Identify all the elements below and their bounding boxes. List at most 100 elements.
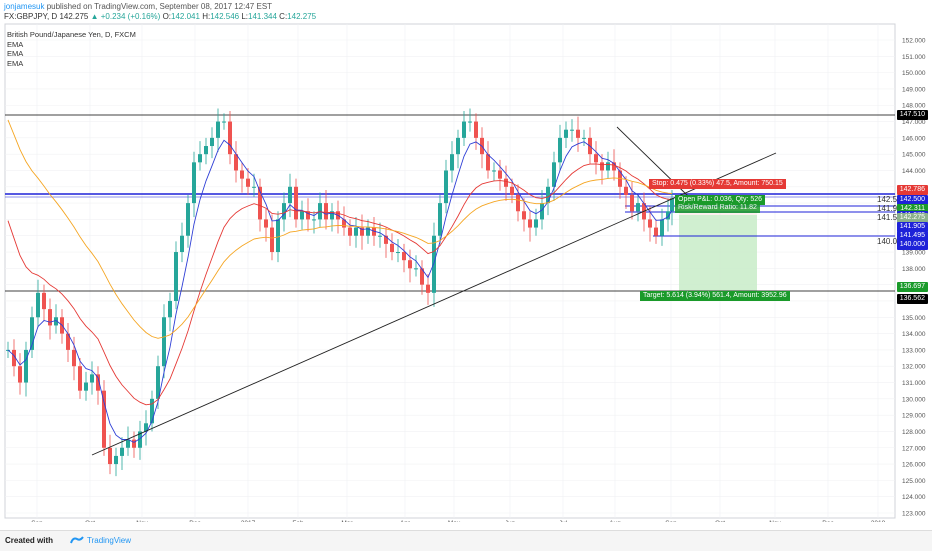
publish-info: published on TradingView.com, September … bbox=[46, 2, 273, 11]
author-link[interactable]: jonjamesuk bbox=[4, 2, 45, 11]
chart-canvas[interactable]: 152.000 151.000 150.000 149.000 148.000 147.0… bbox=[0, 22, 932, 522]
candle-body bbox=[408, 260, 412, 269]
candle-body bbox=[450, 154, 454, 171]
candle-body bbox=[342, 219, 346, 228]
time-tick: Aug bbox=[609, 520, 621, 522]
candle-body bbox=[330, 211, 334, 220]
candle-body bbox=[102, 390, 106, 448]
tradingview-logo-icon[interactable] bbox=[69, 535, 85, 545]
price-tick: 127.000 bbox=[902, 445, 926, 452]
candle-body bbox=[180, 235, 184, 253]
target-label[interactable]: Target: 5.614 (3.94%) 561.4, Amount: 395… bbox=[640, 291, 790, 301]
candle-body bbox=[522, 211, 526, 220]
candle-body bbox=[438, 203, 442, 236]
legend-study-3[interactable]: EMA bbox=[7, 58, 24, 68]
legend-study-1[interactable]: EMA bbox=[7, 39, 24, 49]
chart-legend: British Pound/Japanese Yen, D, FXCM EMA … bbox=[7, 30, 136, 68]
candle-body bbox=[660, 219, 664, 236]
candle-body bbox=[78, 366, 82, 391]
publish-line: jonjamesuk published on TradingView.com,… bbox=[4, 2, 272, 11]
candle-body bbox=[72, 349, 76, 367]
price-change: ▲ +0.234 (+0.16%) bbox=[90, 12, 161, 21]
open-label: O: bbox=[162, 12, 172, 21]
price-tick: 148.000 bbox=[902, 103, 926, 110]
candle-body bbox=[126, 439, 130, 448]
time-tick: 2017 bbox=[241, 520, 256, 522]
price-axis-tag: 142.500 bbox=[896, 195, 928, 205]
candle-body bbox=[138, 431, 142, 448]
ema-fast-line[interactable] bbox=[7, 139, 673, 443]
candle-body bbox=[486, 154, 490, 171]
rising-trendline[interactable] bbox=[91, 152, 777, 456]
price-tick: 147.000 bbox=[902, 119, 926, 126]
candle-body bbox=[636, 203, 640, 212]
candle-body bbox=[186, 203, 190, 236]
pnl-label[interactable]: Open P&L: 0.036, Qty: 526 bbox=[675, 195, 766, 205]
stop-label[interactable]: Stop: 0.475 (0.33%) 47.5, Amount: 750.15 bbox=[649, 179, 786, 189]
level-label-2: 141.92 bbox=[877, 204, 902, 213]
low-value: 141.344 bbox=[248, 12, 277, 21]
candle-body bbox=[270, 227, 274, 253]
candle-body bbox=[306, 211, 310, 220]
candle-body bbox=[210, 137, 214, 147]
time-axis[interactable]: Sep Oct Nov Dec 2017 Feb Mar Apr May Jun Jul Aug Sep… bbox=[31, 520, 885, 522]
time-tick: Nov bbox=[769, 520, 781, 522]
created-with-text: Created with bbox=[5, 536, 54, 545]
ratio-label[interactable]: Risk/Reward Ratio: 11.82 bbox=[675, 203, 760, 213]
price-axis-tag: 136.562 bbox=[896, 294, 928, 304]
footer-bar: Created with TradingView bbox=[0, 530, 932, 551]
candle-body bbox=[504, 178, 508, 187]
price-axis-tag: 136.697 bbox=[896, 282, 928, 292]
candle-body bbox=[222, 121, 226, 123]
open-value: 142.041 bbox=[171, 12, 200, 21]
time-tick: Dec bbox=[822, 520, 834, 522]
candle-body bbox=[144, 423, 148, 432]
price-axis-tag: 142.275 bbox=[896, 213, 928, 223]
legend-study-2[interactable]: EMA bbox=[7, 49, 24, 58]
candle-body bbox=[546, 186, 550, 204]
candle-body bbox=[540, 203, 544, 220]
price-axis-tag: 142.311 bbox=[897, 204, 928, 214]
level-label-3: 141.50 bbox=[877, 213, 902, 222]
price-tick: 129.000 bbox=[902, 413, 926, 420]
ema-mid-line[interactable] bbox=[7, 163, 673, 406]
candle-body bbox=[558, 137, 562, 163]
candle-body bbox=[288, 186, 292, 204]
candle-body bbox=[66, 333, 70, 350]
candle-body bbox=[594, 154, 598, 163]
time-tick: Nov bbox=[136, 520, 148, 522]
tradingview-link[interactable]: TradingView bbox=[87, 536, 132, 545]
price-tick: 150.000 bbox=[902, 70, 926, 77]
candle-body bbox=[498, 170, 502, 179]
time-tick: Oct bbox=[85, 520, 95, 522]
candle-body bbox=[420, 268, 424, 285]
high-label: H: bbox=[202, 12, 211, 21]
candle-body bbox=[444, 170, 448, 204]
candle-body bbox=[264, 219, 268, 228]
candle-body bbox=[84, 382, 88, 391]
candle-body bbox=[516, 194, 520, 212]
candle-body bbox=[534, 219, 538, 228]
candle-body bbox=[600, 162, 604, 171]
candle-body bbox=[162, 317, 166, 367]
time-tick: Mar bbox=[341, 520, 353, 522]
candle-body bbox=[528, 219, 532, 228]
price-tick: 139.000 bbox=[902, 250, 926, 257]
candle-body bbox=[366, 227, 370, 236]
ema-slow-line[interactable] bbox=[7, 119, 673, 339]
price-tick: 128.000 bbox=[902, 429, 926, 436]
price-tick: 133.000 bbox=[902, 347, 926, 354]
candle-body bbox=[120, 447, 124, 456]
candle-body bbox=[612, 162, 616, 171]
candle-body bbox=[312, 219, 316, 221]
candle-body bbox=[282, 203, 286, 220]
price-tick: 144.000 bbox=[902, 168, 926, 175]
candle-body bbox=[132, 439, 136, 448]
candle-body bbox=[384, 235, 388, 244]
candle-body bbox=[90, 374, 94, 383]
candle-body bbox=[396, 252, 400, 254]
candle-body bbox=[570, 129, 574, 131]
candle-body bbox=[30, 317, 34, 350]
candle-body bbox=[492, 170, 496, 172]
candle-body bbox=[36, 292, 40, 318]
